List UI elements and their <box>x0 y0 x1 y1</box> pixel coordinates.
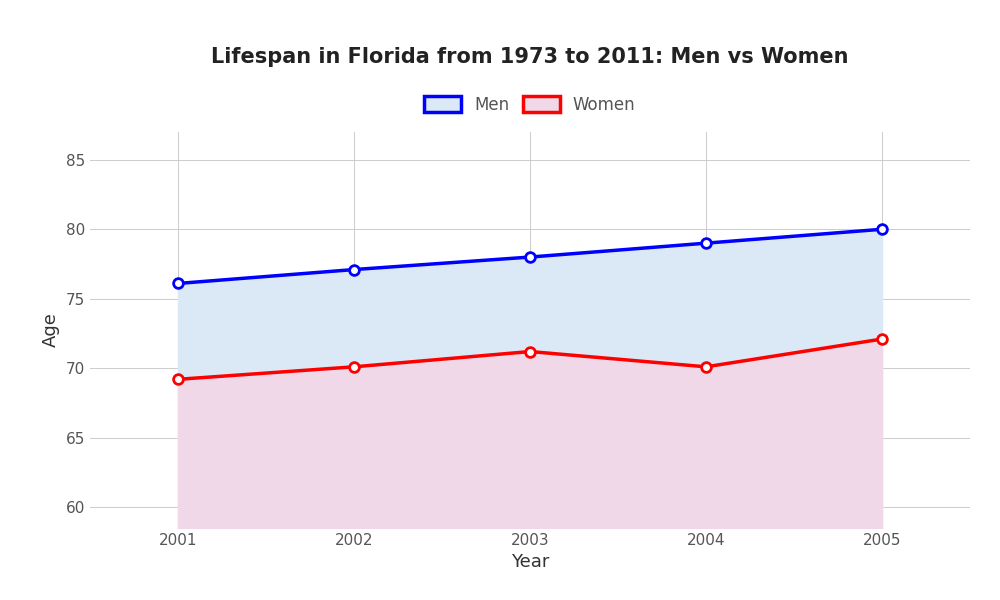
Y-axis label: Age: Age <box>42 313 60 347</box>
X-axis label: Year: Year <box>511 553 549 571</box>
Legend: Men, Women: Men, Women <box>418 89 642 120</box>
Title: Lifespan in Florida from 1973 to 2011: Men vs Women: Lifespan in Florida from 1973 to 2011: M… <box>211 47 849 67</box>
